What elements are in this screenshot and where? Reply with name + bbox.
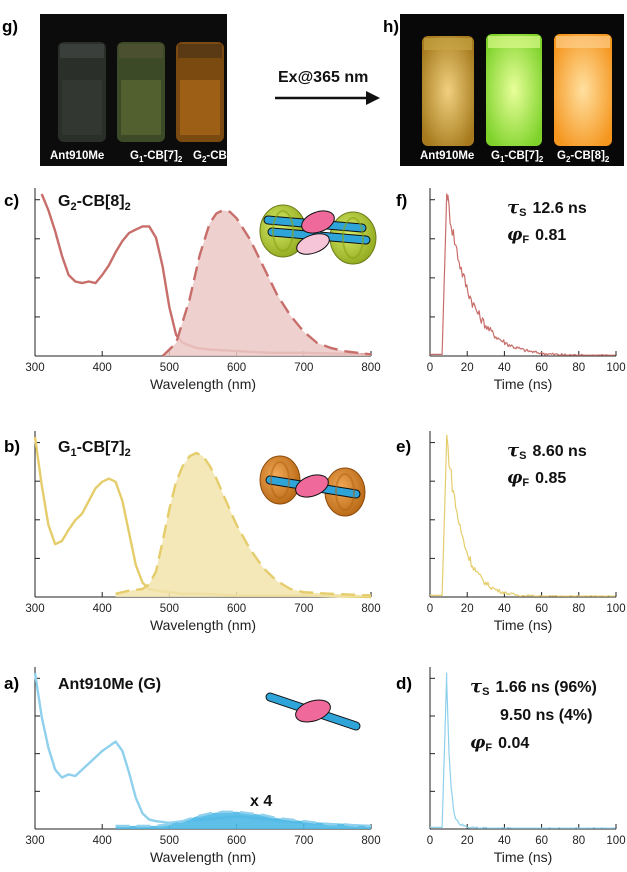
photo-h-label-1: Ant910Me (420, 150, 474, 162)
chart-c-x-tick-label: 700 (294, 362, 313, 374)
chart-c-series-1-fill (162, 210, 371, 356)
chart-e-x-tick-label: 0 (427, 603, 433, 615)
chart-c-x-axis-title: Wavelength (nm) (150, 376, 256, 392)
chart-e-x-tick-label: 20 (461, 603, 474, 615)
chart-b-x-tick-label: 500 (160, 603, 179, 615)
chart-a-x-tick-label: 300 (25, 835, 44, 847)
chart-a-x-axis-title: Wavelength (nm) (150, 849, 256, 865)
chart-a-series-0-line (33, 672, 372, 828)
chart-e-x-tick-label: 100 (606, 603, 625, 615)
photo-h-label-3: G2-CB[8]2 (557, 150, 610, 164)
vial-ant910me-glow (422, 36, 474, 146)
chart-a-x-tick-label: 400 (93, 835, 112, 847)
chart-a-series-1-line (115, 810, 371, 828)
chart-d-x-axis-title: Time (ns) (494, 849, 553, 865)
chart-c-x-tick-label: 300 (25, 362, 44, 374)
chart-e-x-tick-label: 80 (572, 603, 585, 615)
chart-b-sample-label: G1-CB[7]2 (58, 439, 131, 459)
chart-a-annotation: x 4 (250, 793, 272, 810)
ant910me-guest-icon (265, 692, 361, 731)
chart-c-sample-label: G2-CB[8]2 (58, 193, 131, 213)
excitation-arrow-icon (275, 91, 380, 105)
chart-a-x-tick-label: 600 (227, 835, 246, 847)
chart-b-panel-letter: b) (4, 437, 20, 456)
chart-a-sample-label: Ant910Me (G) (58, 676, 161, 693)
chart-b-x-tick-label: 600 (227, 603, 246, 615)
panel-letter-h: h) (383, 17, 399, 36)
chart-f-phi-label: φF 0.81 (507, 225, 566, 246)
chart-e-tau-label: τS 8.60 ns (507, 440, 587, 462)
chart-d-x-tick-label: 40 (498, 835, 511, 847)
photo-g-label-1: Ant910Me (50, 150, 104, 162)
chart-e-panel-letter: e) (396, 437, 411, 456)
chart-d-tau-label: τS 1.66 ns (96%) (470, 676, 597, 698)
chart-c-x-tick-label: 500 (160, 362, 179, 374)
chart-b: 300 400 500 600 700 800 Wavelength (nm) b) G1-CB… (4, 431, 381, 633)
chart-b-x-tick-label: 800 (361, 603, 380, 615)
chart-c: 300 400 500 600 700 800 Wavelength (nm) c) G2-CB… (4, 188, 381, 392)
chart-e-series-0-line (430, 434, 616, 597)
chart-a-series-1-fill (115, 811, 371, 829)
chart-b-x-tick-label: 400 (93, 603, 112, 615)
chart-d-x-tick-label: 60 (535, 835, 548, 847)
chart-c-x-tick-label: 600 (227, 362, 246, 374)
chart-c-x-tick-label: 800 (361, 362, 380, 374)
chart-d-x-tick-label: 0 (427, 835, 433, 847)
panel-letter-g: g) (2, 17, 18, 36)
chart-e-x-tick-label: 40 (498, 603, 511, 615)
chart-f-series-0-line (430, 193, 616, 356)
chart-b-x-tick-label: 300 (25, 603, 44, 615)
chart-d-x-tick-label: 80 (572, 835, 585, 847)
photo-g-label-3: G2-CB[8]2 (193, 150, 246, 164)
chart-d-series-0-line (430, 672, 616, 829)
chart-e-x-tick-label: 60 (535, 603, 548, 615)
chart-b-x-tick-label: 700 (294, 603, 313, 615)
chart-b-series-1-line (115, 451, 372, 597)
chart-e-axes: 0 20 40 60 80 100 (427, 431, 626, 615)
chart-d-phi-label: φF 0.04 (470, 733, 529, 754)
photo-h: Ant910Me G1-CB[7]2 G2-CB[8]2 (400, 14, 624, 166)
chart-f-panel-letter: f) (396, 191, 407, 210)
vial-g2-glow (554, 34, 612, 146)
chart-b-x-axis-title: Wavelength (nm) (150, 617, 256, 633)
vial-g1-glow (486, 34, 542, 146)
chart-f-x-tick-label: 0 (427, 362, 433, 374)
chart-f-x-tick-label: 60 (535, 362, 548, 374)
photo-g: Ant910Me G1-CB[7]2 G2-CB[8]2 (40, 14, 246, 166)
photo-h-label-2: G1-CB[7]2 (491, 150, 544, 164)
chart-e-x-axis-title: Time (ns) (494, 617, 553, 633)
chart-f-x-tick-label: 20 (461, 362, 474, 374)
chart-c-x-tick-label: 400 (93, 362, 112, 374)
chart-d-x-tick-label: 100 (606, 835, 625, 847)
cb8-complex-icon (259, 204, 377, 265)
photo-g-label-2: G1-CB[7]2 (130, 150, 183, 164)
chart-d-x-tick-label: 20 (461, 835, 474, 847)
chart-f-axes: 0 20 40 60 80 100 (427, 188, 626, 374)
chart-e-phi-label: φF 0.85 (507, 468, 566, 489)
chart-a-x-tick-label: 700 (294, 835, 313, 847)
chart-d: 0 20 40 60 80 100 Time (ns) d) τS 1.66 ns (96%) 9.… (396, 667, 626, 865)
chart-f-x-axis-title: Time (ns) (494, 376, 553, 392)
chart-d-panel-letter: d) (396, 674, 412, 693)
chart-b-series-1-fill (115, 453, 371, 597)
chart-f-tau-label: τS 12.6 ns (507, 197, 587, 219)
chart-b-axes: 300 400 500 600 700 800 (25, 431, 381, 615)
cb7-complex-icon (259, 455, 366, 517)
chart-e: 0 20 40 60 80 100 Time (ns) e) τS 8.60 ns φF 0.85 (396, 431, 626, 633)
chart-a-x-tick-label: 500 (160, 835, 179, 847)
chart-a-x-tick-label: 800 (361, 835, 380, 847)
chart-d-tau2-label: 9.50 ns (4%) (500, 707, 592, 724)
chart-a: 300 400 500 600 700 800 Wavelength (nm) a) Ant91… (4, 667, 381, 865)
chart-a-panel-letter: a) (4, 674, 19, 693)
chart-c-panel-letter: c) (4, 191, 19, 210)
chart-f: 0 20 40 60 80 100 Time (ns) f) τS 12.6 ns φF 0.81 (396, 188, 626, 392)
excitation-label: Ex@365 nm (278, 69, 368, 86)
chart-f-x-tick-label: 40 (498, 362, 511, 374)
chart-f-x-tick-label: 100 (606, 362, 625, 374)
chart-c-series-1-line (161, 209, 372, 357)
chart-f-x-tick-label: 80 (572, 362, 585, 374)
